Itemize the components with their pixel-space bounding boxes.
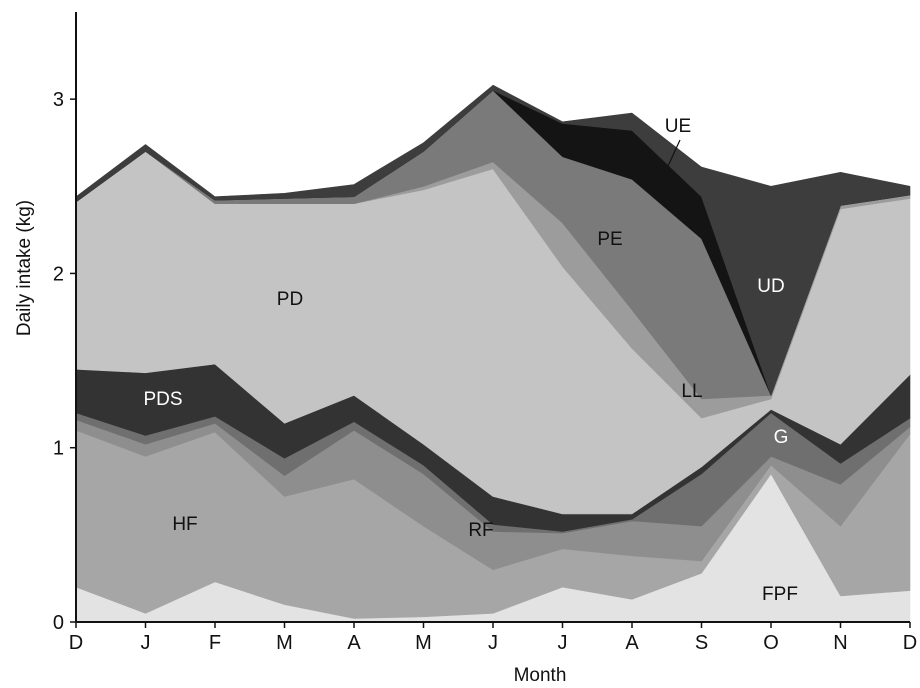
- y-axis-title: Daily intake (kg): [14, 200, 35, 336]
- label-ll: LL: [681, 381, 702, 402]
- y-tick-labels: 0 1 2 3: [53, 89, 76, 634]
- label-ue: UE: [665, 116, 691, 137]
- y-tick-label: 2: [53, 263, 64, 285]
- x-tick-label: D: [69, 632, 83, 654]
- label-pds: PDS: [143, 389, 182, 410]
- label-hf: HF: [172, 514, 197, 535]
- label-pd: PD: [277, 289, 303, 310]
- x-tick-label: A: [625, 632, 639, 654]
- x-tick-label: J: [141, 632, 151, 654]
- y-tick-label: 1: [53, 438, 64, 460]
- ue-leader-line: [667, 139, 681, 167]
- x-tick-label: F: [209, 632, 221, 654]
- label-g: G: [774, 427, 789, 448]
- label-fpf: FPF: [762, 584, 798, 605]
- area-labels: FPF HF RF G PDS PD LL PE UE UD: [143, 116, 797, 605]
- area-layers: [75, 84, 911, 623]
- x-tick-label: J: [488, 632, 498, 654]
- area-ud: [75, 84, 911, 396]
- label-rf: RF: [468, 520, 493, 541]
- x-tick-label: S: [695, 632, 708, 654]
- label-pe: PE: [597, 229, 622, 250]
- x-tick-label: N: [833, 632, 847, 654]
- label-ud: UD: [757, 276, 784, 297]
- x-tick-label: D: [903, 632, 917, 654]
- x-tick-label: O: [763, 632, 779, 654]
- y-tick-label: 0: [53, 612, 64, 634]
- x-tick-label: A: [347, 632, 361, 654]
- x-tick-label: J: [558, 632, 568, 654]
- y-tick-label: 3: [53, 89, 64, 111]
- x-tick-label: M: [276, 632, 293, 654]
- x-tick-label: M: [415, 632, 432, 654]
- x-axis-title: Month: [514, 665, 567, 686]
